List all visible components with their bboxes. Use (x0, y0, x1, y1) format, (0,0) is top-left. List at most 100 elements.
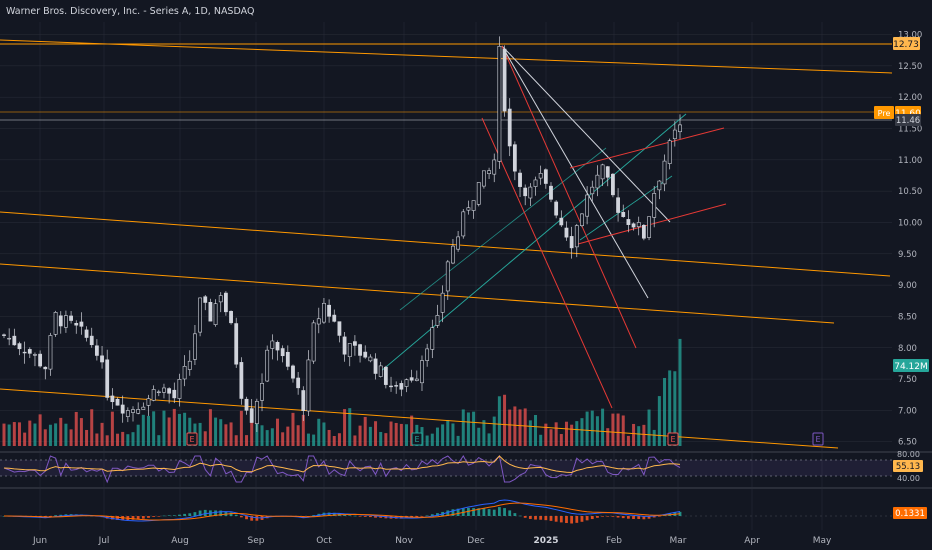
macd-hist-bar (415, 516, 419, 518)
fan-line-red-2[interactable] (501, 45, 637, 349)
trendline-mid-orange[interactable] (0, 211, 891, 277)
macd-hist-bar (348, 515, 352, 516)
candle-body (678, 124, 682, 133)
candle-body (100, 355, 104, 363)
volume-bar (69, 429, 73, 446)
candle-body (327, 304, 331, 317)
macd-hist-bar (611, 516, 615, 517)
volume-bar (229, 422, 233, 446)
price-tick-label: 6.50 (898, 438, 917, 448)
candle-body (605, 166, 610, 178)
candle-body (58, 315, 63, 327)
macd-hist-bar (399, 516, 403, 519)
volume-bar (518, 409, 522, 446)
price-axis[interactable]: 13.00 12.50 12.00 11.50 11.00 10.50 10.00 9.50 9… (898, 31, 922, 448)
candle-body (492, 159, 497, 175)
volume-bar (327, 429, 331, 446)
macd-badge-text: 0.1331 (895, 509, 925, 519)
macd-hist-bar (539, 516, 543, 520)
macd-hist-bar (497, 507, 501, 516)
candle-body (512, 144, 517, 172)
candle-body (347, 343, 352, 358)
candle-body (131, 409, 135, 413)
earnings-marker[interactable] (812, 432, 824, 446)
candle-body (358, 344, 362, 356)
macd-hist-bar (203, 509, 207, 516)
candle-body (451, 245, 455, 264)
channel-line-teal-2[interactable] (399, 147, 607, 311)
macd-hist-bar (606, 516, 610, 517)
volume-bar (38, 414, 42, 446)
trendline-upper-orange[interactable] (0, 39, 893, 74)
candle-body (316, 318, 321, 325)
earnings-marker-label: E (670, 435, 675, 444)
price-tick-label: 11.50 (898, 125, 922, 135)
volume-bar (64, 423, 68, 446)
macd-signal-line (4, 502, 681, 521)
candle-body (203, 296, 208, 303)
channel-line-red-upper[interactable] (569, 127, 725, 169)
macd-hist-bar (637, 516, 641, 519)
candle-body (394, 385, 399, 387)
volume-bar (85, 429, 89, 446)
price-tick-label: 7.50 (898, 375, 917, 385)
candle-body (543, 169, 548, 184)
volume-bar (110, 411, 114, 446)
macd-hist-bar (544, 516, 548, 521)
macd-hist-bar (420, 516, 424, 517)
earnings-marker[interactable] (186, 432, 198, 446)
volume-bar (564, 421, 568, 446)
macd-hist-bar (332, 512, 336, 516)
candle-body (533, 179, 538, 187)
candle-body (167, 388, 172, 394)
fan-line-white-2[interactable] (501, 45, 671, 223)
volume-bar (601, 408, 605, 446)
candle-body (574, 225, 579, 248)
volume-bar (152, 411, 156, 446)
volume-bar (472, 411, 476, 446)
macd-hist-bar (565, 516, 568, 524)
time-tick-label: 2025 (533, 536, 558, 546)
volume-bar (7, 424, 11, 446)
volume-bar (652, 429, 656, 446)
time-axis[interactable]: Jun Jul Aug Sep Oct Nov Dec 2025 Feb Mar Apr May (32, 536, 832, 546)
volume-bar (203, 431, 207, 446)
chart-title: Warner Bros. Discovery, Inc. - Series A,… (6, 6, 254, 17)
candle-body (322, 302, 326, 323)
volume-bar (74, 411, 78, 446)
macd-hist-bar (49, 516, 52, 517)
macd-badge: 0.1331 (893, 507, 927, 519)
volume-bar (513, 406, 517, 446)
volume-bar (384, 433, 388, 446)
volume-bar (265, 430, 269, 446)
volume-bar (425, 435, 429, 446)
macd-hist-bar (198, 510, 202, 516)
earnings-marker[interactable] (667, 432, 679, 446)
volume-bar (301, 414, 305, 446)
channel-line-teal-3[interactable] (579, 175, 673, 241)
price-tick-label: 7.00 (898, 406, 917, 416)
rsi-value-badge (893, 460, 923, 472)
macd-hist-bar (188, 513, 192, 516)
channel-line-red-lower[interactable] (577, 203, 727, 245)
volume-bar (461, 409, 465, 446)
macd-hist-bar (255, 516, 259, 521)
candle-body (38, 353, 43, 367)
fan-line-white-1[interactable] (501, 45, 649, 299)
volume-bar (678, 338, 682, 446)
candle-body (466, 207, 471, 211)
macd-hist-bar (559, 516, 563, 523)
volume-bar (585, 411, 589, 446)
drawing-lines[interactable] (0, 39, 893, 449)
trendline-bottom-orange[interactable] (0, 388, 839, 449)
fan-line-red-1[interactable] (481, 117, 613, 409)
rsi-value-text: 55.13 (896, 462, 920, 472)
macd-hist-bar (616, 516, 620, 518)
macd-hist-bar (363, 516, 367, 517)
macd-hist-bar (456, 508, 460, 516)
earnings-marker[interactable] (411, 432, 423, 446)
candle-body (383, 366, 388, 385)
trendline-lower-orange[interactable] (0, 263, 835, 324)
